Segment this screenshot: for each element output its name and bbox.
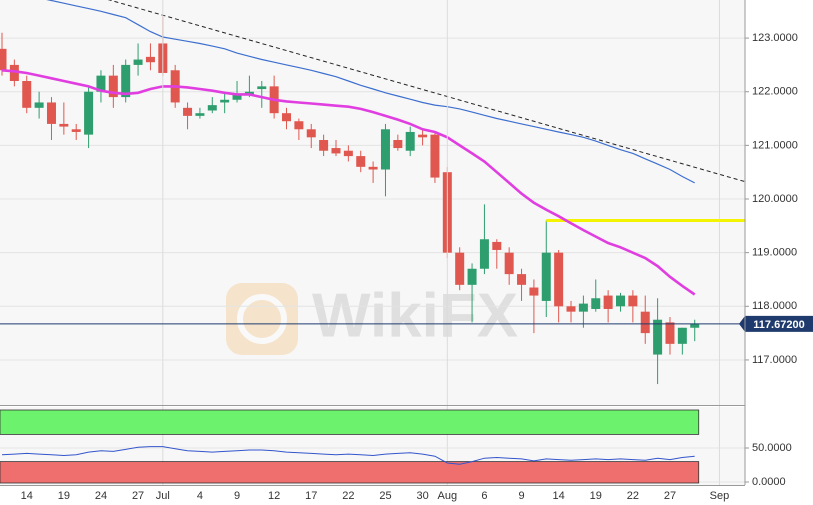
candle-body bbox=[207, 105, 217, 111]
candle-body bbox=[46, 102, 56, 124]
x-tick-label: Jul bbox=[156, 490, 170, 502]
candle-body bbox=[356, 156, 366, 167]
candle-body bbox=[578, 303, 588, 312]
candle-body bbox=[418, 134, 428, 138]
trendline bbox=[107, 0, 745, 183]
candle-body bbox=[616, 295, 625, 307]
candle-body bbox=[9, 64, 19, 81]
indicator-line bbox=[1, 446, 695, 465]
candle-body bbox=[331, 148, 341, 154]
candle-body bbox=[504, 252, 514, 275]
x-tick-label: 27 bbox=[132, 490, 144, 502]
candle-body bbox=[0, 48, 7, 71]
x-tick-label: 14 bbox=[553, 490, 565, 502]
lower-band bbox=[0, 461, 700, 484]
y-tick-label: 119.0000 bbox=[752, 247, 797, 259]
x-tick-label: 19 bbox=[58, 490, 70, 502]
x-tick-label: 24 bbox=[95, 490, 107, 502]
candle-body bbox=[665, 322, 675, 344]
candle-body bbox=[603, 295, 613, 309]
candle-body bbox=[405, 131, 415, 151]
x-tick-label: 22 bbox=[627, 490, 639, 502]
x-tick-label: 19 bbox=[590, 490, 602, 502]
candle-body bbox=[479, 239, 489, 269]
y-tick-label: 117.0000 bbox=[752, 354, 797, 366]
candle-body bbox=[591, 298, 601, 309]
watermark-logo bbox=[226, 283, 298, 355]
moving-average bbox=[1, 69, 696, 296]
candle-body bbox=[96, 75, 106, 92]
x-tick-label: 22 bbox=[342, 490, 354, 502]
candle-body bbox=[455, 252, 465, 285]
candle-body bbox=[121, 64, 131, 98]
watermark: WikiFX bbox=[312, 281, 518, 350]
candle-body bbox=[677, 327, 687, 344]
candle-body bbox=[566, 306, 576, 312]
candle-body bbox=[59, 123, 69, 127]
x-tick-label: 6 bbox=[481, 490, 487, 502]
candle-body bbox=[195, 113, 205, 116]
candle-body bbox=[71, 129, 81, 132]
upper-band bbox=[0, 409, 700, 435]
candle-body bbox=[393, 140, 403, 149]
candle-body bbox=[257, 86, 267, 90]
candle-body bbox=[492, 241, 502, 250]
candle-body bbox=[84, 91, 94, 135]
x-tick-label: 25 bbox=[379, 490, 391, 502]
moving-average bbox=[46, 0, 695, 184]
x-tick-label: 4 bbox=[197, 490, 203, 502]
y-tick-label: 118.0000 bbox=[752, 300, 797, 312]
y-tick-label: 50.0000 bbox=[752, 442, 792, 454]
indicator bbox=[0, 409, 700, 484]
candle-body bbox=[319, 140, 329, 151]
x-tick-label: 30 bbox=[416, 490, 428, 502]
x-tick-label: 17 bbox=[305, 490, 317, 502]
candle-body bbox=[306, 129, 316, 138]
candle-body bbox=[640, 311, 650, 334]
candle-body bbox=[467, 268, 477, 285]
last-price-tag bbox=[739, 315, 813, 332]
candle-body bbox=[232, 94, 242, 100]
candle-body bbox=[690, 324, 700, 328]
y-tick-label: 120.0000 bbox=[752, 193, 798, 205]
x-tick-label: 12 bbox=[268, 490, 280, 502]
y-tick-label: 0.0000 bbox=[752, 476, 786, 488]
candle-body bbox=[541, 252, 551, 301]
x-tick-label: Sep bbox=[710, 490, 730, 502]
candle-body bbox=[554, 252, 564, 307]
candle-body bbox=[343, 150, 353, 157]
candle-body bbox=[22, 81, 32, 108]
y-tick-label: 123.0000 bbox=[752, 32, 798, 44]
candle-body bbox=[529, 287, 539, 296]
candle-body bbox=[368, 166, 378, 170]
candle-body bbox=[34, 102, 44, 108]
x-tick-label: 9 bbox=[518, 490, 524, 502]
x-tick-label: 27 bbox=[664, 490, 676, 502]
last-price-label: 117.67200 bbox=[753, 319, 804, 331]
candle-body bbox=[653, 319, 663, 355]
candle-body bbox=[282, 113, 292, 122]
candle-body bbox=[183, 107, 193, 116]
candle-body bbox=[145, 56, 155, 63]
candle-body bbox=[380, 129, 390, 170]
x-tick-label: 9 bbox=[234, 490, 240, 502]
candle-body bbox=[517, 274, 527, 285]
candle-body bbox=[294, 121, 304, 130]
x-tick-label: Aug bbox=[438, 490, 458, 502]
candle-body bbox=[244, 91, 254, 95]
candle-body bbox=[628, 295, 638, 307]
x-tick-label: 14 bbox=[21, 490, 33, 502]
candle-body bbox=[108, 75, 118, 98]
y-tick-label: 121.0000 bbox=[752, 139, 798, 151]
candle-body bbox=[220, 99, 230, 103]
candle-body bbox=[430, 134, 440, 178]
y-tick-label: 122.0000 bbox=[752, 86, 798, 98]
candle-body bbox=[133, 59, 143, 65]
